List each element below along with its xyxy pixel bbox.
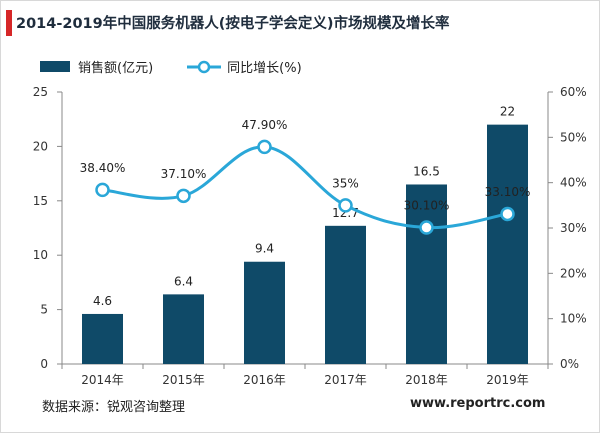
x-tick-label: 2018年 (405, 373, 448, 387)
bar-data-label: 9.4 (255, 242, 274, 256)
x-tick-label: 2014年 (81, 373, 124, 387)
right-tick-label: 30% (560, 221, 587, 235)
legend-line-swatch (187, 60, 222, 73)
x-tick-label: 2019年 (486, 373, 529, 387)
x-tick-label: 2017年 (324, 373, 367, 387)
bar (163, 294, 204, 364)
left-tick-label: 0 (40, 357, 48, 371)
bar-data-label: 16.5 (413, 164, 440, 178)
x-tick-label: 2016年 (243, 373, 286, 387)
growth-point (257, 139, 272, 155)
website-label: www.reportrc.com (410, 396, 546, 411)
chart-title: 2014-2019年中国服务机器人(按电子学会定义)市场规模及增长率 (16, 16, 450, 32)
growth-data-label: 47.90% (242, 118, 288, 132)
left-tick-label: 20 (33, 139, 48, 153)
title-accent-bar (6, 10, 12, 36)
legend: 销售额(亿元) 同比增长(%) (40, 57, 336, 76)
bar-data-label: 6.4 (174, 274, 193, 288)
growth-point (95, 182, 110, 198)
right-tick-label: 60% (560, 85, 587, 99)
growth-point (338, 198, 353, 213)
left-tick-label: 5 (40, 303, 48, 317)
bar-data-label: 22 (500, 105, 515, 119)
left-tick-label: 10 (33, 248, 48, 262)
legend-label-growth: 同比增长(%) (227, 61, 302, 76)
legend-item-sales: 销售额(亿元) (40, 57, 153, 76)
right-tick-label: 40% (560, 176, 587, 190)
left-tick-label: 25 (33, 85, 48, 99)
bar (325, 225, 366, 364)
growth-point (500, 206, 515, 222)
bar (487, 124, 528, 364)
bar (244, 261, 285, 364)
x-tick-label: 2015年 (162, 373, 205, 387)
growth-data-label: 35% (332, 176, 359, 190)
right-tick-label: 10% (560, 312, 587, 326)
legend-item-growth: 同比增长(%) (187, 57, 302, 76)
growth-data-label: 38.40% (80, 161, 126, 175)
bar (82, 313, 123, 364)
source-note: 数据来源：锐观咨询整理 (42, 400, 186, 415)
bar-data-label: 4.6 (93, 294, 112, 308)
growth-data-label: 37.10% (161, 167, 207, 181)
growth-data-label: 33.10% (485, 185, 531, 199)
bar (406, 184, 447, 364)
growth-data-label: 30.10% (404, 199, 450, 213)
legend-bar-swatch (40, 61, 70, 72)
right-tick-label: 0% (560, 357, 579, 371)
right-tick-label: 20% (560, 266, 587, 280)
left-tick-label: 15 (33, 194, 48, 208)
legend-label-sales: 销售额(亿元) (78, 61, 154, 76)
growth-point (176, 188, 191, 204)
growth-point (419, 220, 434, 235)
right-tick-label: 50% (560, 130, 587, 144)
